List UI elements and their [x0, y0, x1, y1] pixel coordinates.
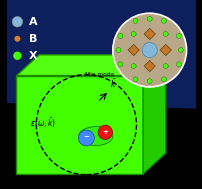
Polygon shape [143, 28, 155, 40]
Polygon shape [159, 44, 170, 56]
Polygon shape [7, 0, 195, 109]
Circle shape [130, 64, 135, 69]
Circle shape [141, 43, 157, 58]
Circle shape [112, 13, 186, 87]
Circle shape [176, 62, 181, 67]
Circle shape [117, 62, 122, 67]
Circle shape [132, 77, 137, 82]
Circle shape [176, 33, 181, 38]
Circle shape [161, 77, 165, 82]
Text: A: A [29, 17, 37, 27]
Circle shape [162, 32, 167, 36]
Circle shape [78, 130, 94, 146]
Text: +: + [102, 129, 108, 135]
Ellipse shape [78, 127, 112, 146]
Circle shape [178, 48, 182, 53]
Circle shape [12, 16, 23, 27]
Polygon shape [16, 55, 165, 76]
Circle shape [146, 79, 152, 84]
Polygon shape [16, 76, 142, 174]
Text: −: − [83, 134, 89, 140]
Circle shape [130, 32, 135, 36]
Text: $\varepsilon(\omega,\bar{k})$: $\varepsilon(\omega,\bar{k})$ [29, 116, 56, 130]
Polygon shape [143, 60, 155, 72]
Circle shape [146, 16, 152, 21]
Polygon shape [127, 44, 139, 56]
Circle shape [162, 64, 167, 69]
Polygon shape [142, 55, 165, 174]
Circle shape [161, 18, 165, 23]
Text: X: X [29, 51, 37, 61]
Circle shape [98, 125, 112, 139]
Circle shape [13, 52, 21, 60]
Circle shape [116, 48, 120, 53]
Text: Mie mode: Mie mode [85, 72, 114, 77]
Text: $\bar{k}$: $\bar{k}$ [109, 77, 116, 90]
Circle shape [117, 33, 122, 38]
Circle shape [132, 18, 137, 23]
Polygon shape [7, 0, 195, 189]
Circle shape [14, 36, 20, 42]
Text: B: B [29, 34, 37, 44]
